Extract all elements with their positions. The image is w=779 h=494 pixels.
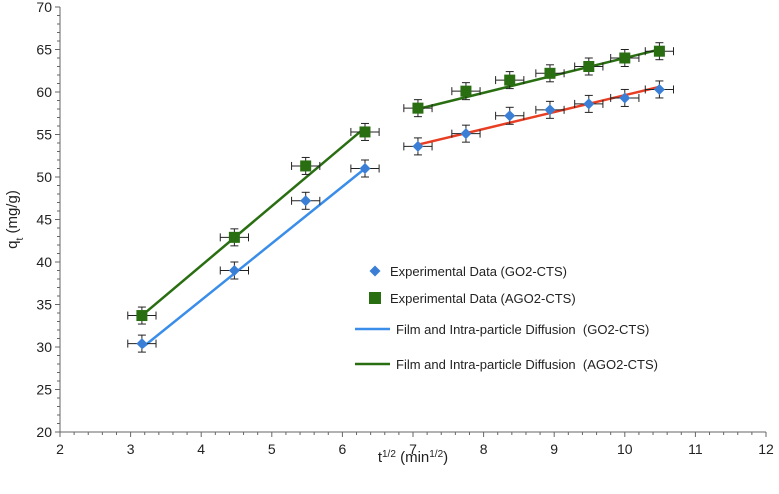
data-point	[504, 74, 516, 86]
data-point	[136, 310, 148, 322]
data-point	[544, 104, 556, 116]
data-point	[544, 67, 556, 79]
data-point	[412, 102, 424, 114]
data-point	[228, 231, 240, 243]
x-tick-label: 2	[56, 441, 64, 457]
y-tick-label: 25	[36, 382, 52, 398]
data-point	[300, 160, 312, 172]
data-point	[359, 126, 371, 138]
x-tick-label: 5	[268, 441, 276, 457]
data-point	[228, 265, 240, 276]
data-point	[504, 110, 516, 122]
x-tick-label: 6	[339, 441, 347, 457]
legend-label: Experimental Data (GO2-CTS)	[390, 264, 567, 279]
legend-marker	[369, 292, 381, 304]
legend-label: Film and Intra-particle Diffusion (AGO2-…	[396, 357, 658, 372]
legend-label: Film and Intra-particle Diffusion (GO2-C…	[396, 322, 649, 337]
data-point	[619, 52, 631, 64]
data-point	[300, 195, 312, 207]
fit-line	[141, 126, 366, 317]
y-tick-label: 65	[36, 42, 52, 58]
y-tick-label: 45	[36, 212, 52, 228]
axis-titles: t1/2 (min1/2) qt (mg/g)	[4, 190, 448, 466]
fit-line	[141, 167, 366, 349]
legend-marker	[369, 265, 381, 277]
x-tick-label: 4	[197, 441, 205, 457]
y-tick-label: 50	[36, 169, 52, 185]
plot-area	[127, 42, 675, 353]
legend-item: Experimental Data (AGO2-CTS)	[369, 291, 576, 306]
data-point	[136, 338, 148, 350]
fit-line	[417, 85, 660, 146]
data-point	[359, 163, 371, 174]
data-point	[653, 45, 665, 57]
legend-label: Experimental Data (AGO2-CTS)	[390, 291, 576, 306]
x-tick-label: 8	[480, 441, 488, 457]
data-point	[412, 140, 424, 152]
y-tick-label: 60	[36, 84, 52, 100]
y-tick-label: 35	[36, 297, 52, 313]
x-tick-label: 3	[127, 441, 135, 457]
y-axis-title: qt (mg/g)	[4, 190, 26, 249]
x-tick-label: 11	[688, 441, 703, 457]
x-tick-label: 9	[550, 441, 558, 457]
y-tick-label: 40	[36, 254, 52, 270]
data-point	[583, 61, 595, 72]
data-point	[460, 85, 472, 97]
error-bar	[535, 64, 565, 83]
data-point	[653, 83, 665, 95]
data-point	[460, 128, 472, 140]
x-tick-label: 10	[617, 441, 633, 457]
data-point	[619, 92, 631, 104]
y-tick-label: 30	[36, 339, 52, 355]
y-tick-label: 70	[36, 0, 52, 15]
legend-item: Experimental Data (GO2-CTS)	[369, 264, 567, 279]
data-point	[583, 98, 595, 110]
y-tick-label: 55	[36, 127, 52, 143]
x-tick-label: 7	[409, 441, 417, 457]
legend-item: Film and Intra-particle Diffusion (AGO2-…	[355, 357, 658, 372]
fit-line	[417, 48, 660, 111]
y-tick-label: 20	[36, 424, 52, 440]
legend: Experimental Data (GO2-CTS) Experimental …	[355, 264, 658, 372]
legend-item: Film and Intra-particle Diffusion (GO2-C…	[355, 322, 649, 337]
x-tick-label: 12	[758, 441, 774, 457]
x-axis-title: t1/2 (min1/2)	[378, 449, 448, 467]
